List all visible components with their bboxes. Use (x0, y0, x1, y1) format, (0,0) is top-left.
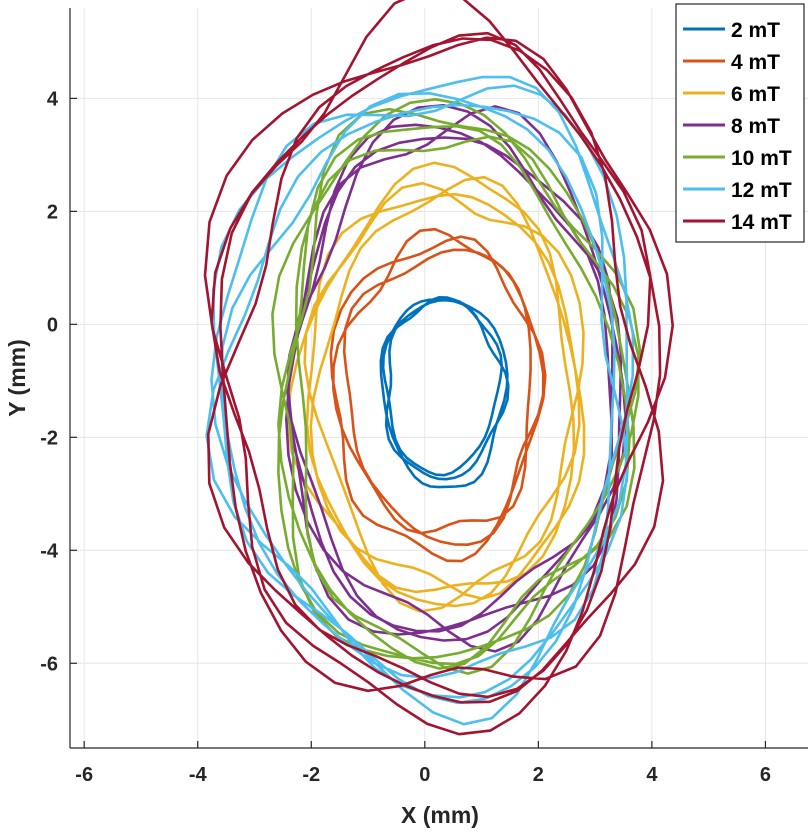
y-axis-label: Y (mm) (4, 339, 30, 417)
axes-layer (69, 8, 808, 749)
series-line-8-mt (285, 104, 627, 653)
x-tick-label: 2 (533, 764, 544, 786)
series-line-12-mt (205, 75, 635, 726)
series-line-4-mt (329, 227, 547, 563)
x-axis-label: X (mm) (401, 802, 479, 828)
legend: 2 mT 4 mT 6 mT 8 mT 10 mT 12 mT 14 mT (675, 3, 805, 243)
legend-label: 4 mT (731, 51, 780, 74)
legend-box (675, 3, 805, 243)
legend-label: 14 mT (731, 211, 792, 234)
legend-label: 12 mT (731, 179, 792, 202)
x-tick-label: -6 (75, 764, 93, 786)
y-tick-label: -2 (40, 427, 58, 449)
x-tick-label: -2 (302, 764, 320, 786)
y-tick-label: 4 (47, 88, 59, 110)
series-layer (203, 0, 674, 736)
x-tick-label: 6 (760, 764, 771, 786)
series-line-2-mt (379, 296, 510, 489)
series-line-6-mt (286, 161, 586, 613)
series-line-10-mt (271, 98, 642, 675)
legend-label: 6 mT (731, 83, 780, 106)
legend-label: 2 mT (731, 19, 780, 42)
x-tick-label: 0 (419, 764, 430, 786)
legend-label: 8 mT (731, 115, 780, 138)
y-tick-label: 2 (47, 201, 58, 223)
y-tick-label: -6 (40, 653, 58, 675)
y-tick-label: -4 (40, 540, 59, 562)
series-line-14-mt (203, 0, 674, 736)
y-tick-label: 0 (47, 314, 58, 336)
y-ticks: -6 -4 -2 0 2 4 (40, 88, 77, 675)
x-tick-label: 4 (646, 764, 658, 786)
x-ticks: -6 -4 -2 0 2 4 6 (75, 741, 771, 786)
x-tick-label: -4 (189, 764, 208, 786)
legend-label: 10 mT (731, 147, 792, 170)
